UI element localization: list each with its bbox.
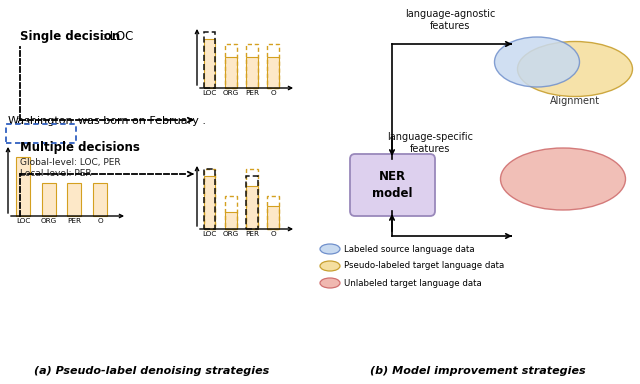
Bar: [246, 57, 258, 88]
Ellipse shape: [320, 278, 340, 288]
Text: PER: PER: [67, 218, 81, 224]
Text: : LOC: : LOC: [102, 30, 133, 43]
Bar: [267, 206, 279, 229]
Bar: [204, 176, 216, 229]
Text: Global-level: LOC, PER: Global-level: LOC, PER: [20, 158, 120, 167]
Text: (a) Pseudo-label denoising strategies: (a) Pseudo-label denoising strategies: [35, 366, 269, 376]
Bar: [67, 183, 81, 216]
Text: Multiple decisions: Multiple decisions: [20, 141, 140, 154]
Bar: [246, 169, 258, 229]
Bar: [42, 183, 56, 216]
Ellipse shape: [320, 261, 340, 271]
Bar: [16, 157, 30, 216]
Bar: [204, 169, 216, 229]
Text: Unlabeled target language data: Unlabeled target language data: [344, 278, 482, 288]
Text: LOC: LOC: [202, 231, 217, 237]
Text: NER
model: NER model: [372, 170, 412, 200]
Bar: [246, 176, 258, 229]
Bar: [204, 32, 216, 88]
Text: LOC: LOC: [202, 90, 217, 96]
Bar: [246, 44, 258, 88]
Bar: [267, 57, 279, 88]
Bar: [225, 57, 237, 88]
Text: ORG: ORG: [223, 90, 239, 96]
Text: O: O: [97, 218, 103, 224]
Bar: [6, 124, 76, 143]
Text: Labeled source language data: Labeled source language data: [344, 245, 475, 253]
Bar: [225, 212, 237, 229]
Text: ORG: ORG: [41, 218, 57, 224]
Text: Alignment: Alignment: [550, 96, 600, 106]
Bar: [204, 169, 216, 229]
Text: Local-level: PER: Local-level: PER: [20, 169, 92, 178]
Text: O: O: [270, 231, 276, 237]
Bar: [225, 196, 237, 229]
Ellipse shape: [320, 244, 340, 254]
Bar: [246, 186, 258, 229]
Bar: [204, 39, 216, 88]
Text: (b) Model improvement strategies: (b) Model improvement strategies: [370, 366, 586, 376]
Text: Single decision: Single decision: [20, 30, 120, 43]
Ellipse shape: [495, 37, 579, 87]
Text: Pseudo-labeled target language data: Pseudo-labeled target language data: [344, 262, 504, 270]
Text: ORG: ORG: [223, 231, 239, 237]
FancyBboxPatch shape: [350, 154, 435, 216]
Bar: [225, 44, 237, 88]
Text: language-agnostic
features: language-agnostic features: [405, 9, 495, 31]
Bar: [267, 196, 279, 229]
Text: language-specific
features: language-specific features: [387, 132, 473, 154]
Ellipse shape: [500, 148, 625, 210]
Ellipse shape: [518, 41, 632, 96]
Text: was born on February .: was born on February .: [78, 116, 206, 126]
Bar: [267, 44, 279, 88]
Bar: [93, 183, 107, 216]
Text: LOC: LOC: [16, 218, 31, 224]
Text: O: O: [270, 90, 276, 96]
Text: Washington: Washington: [8, 116, 74, 126]
Text: PER: PER: [245, 90, 259, 96]
Text: PER: PER: [245, 231, 259, 237]
